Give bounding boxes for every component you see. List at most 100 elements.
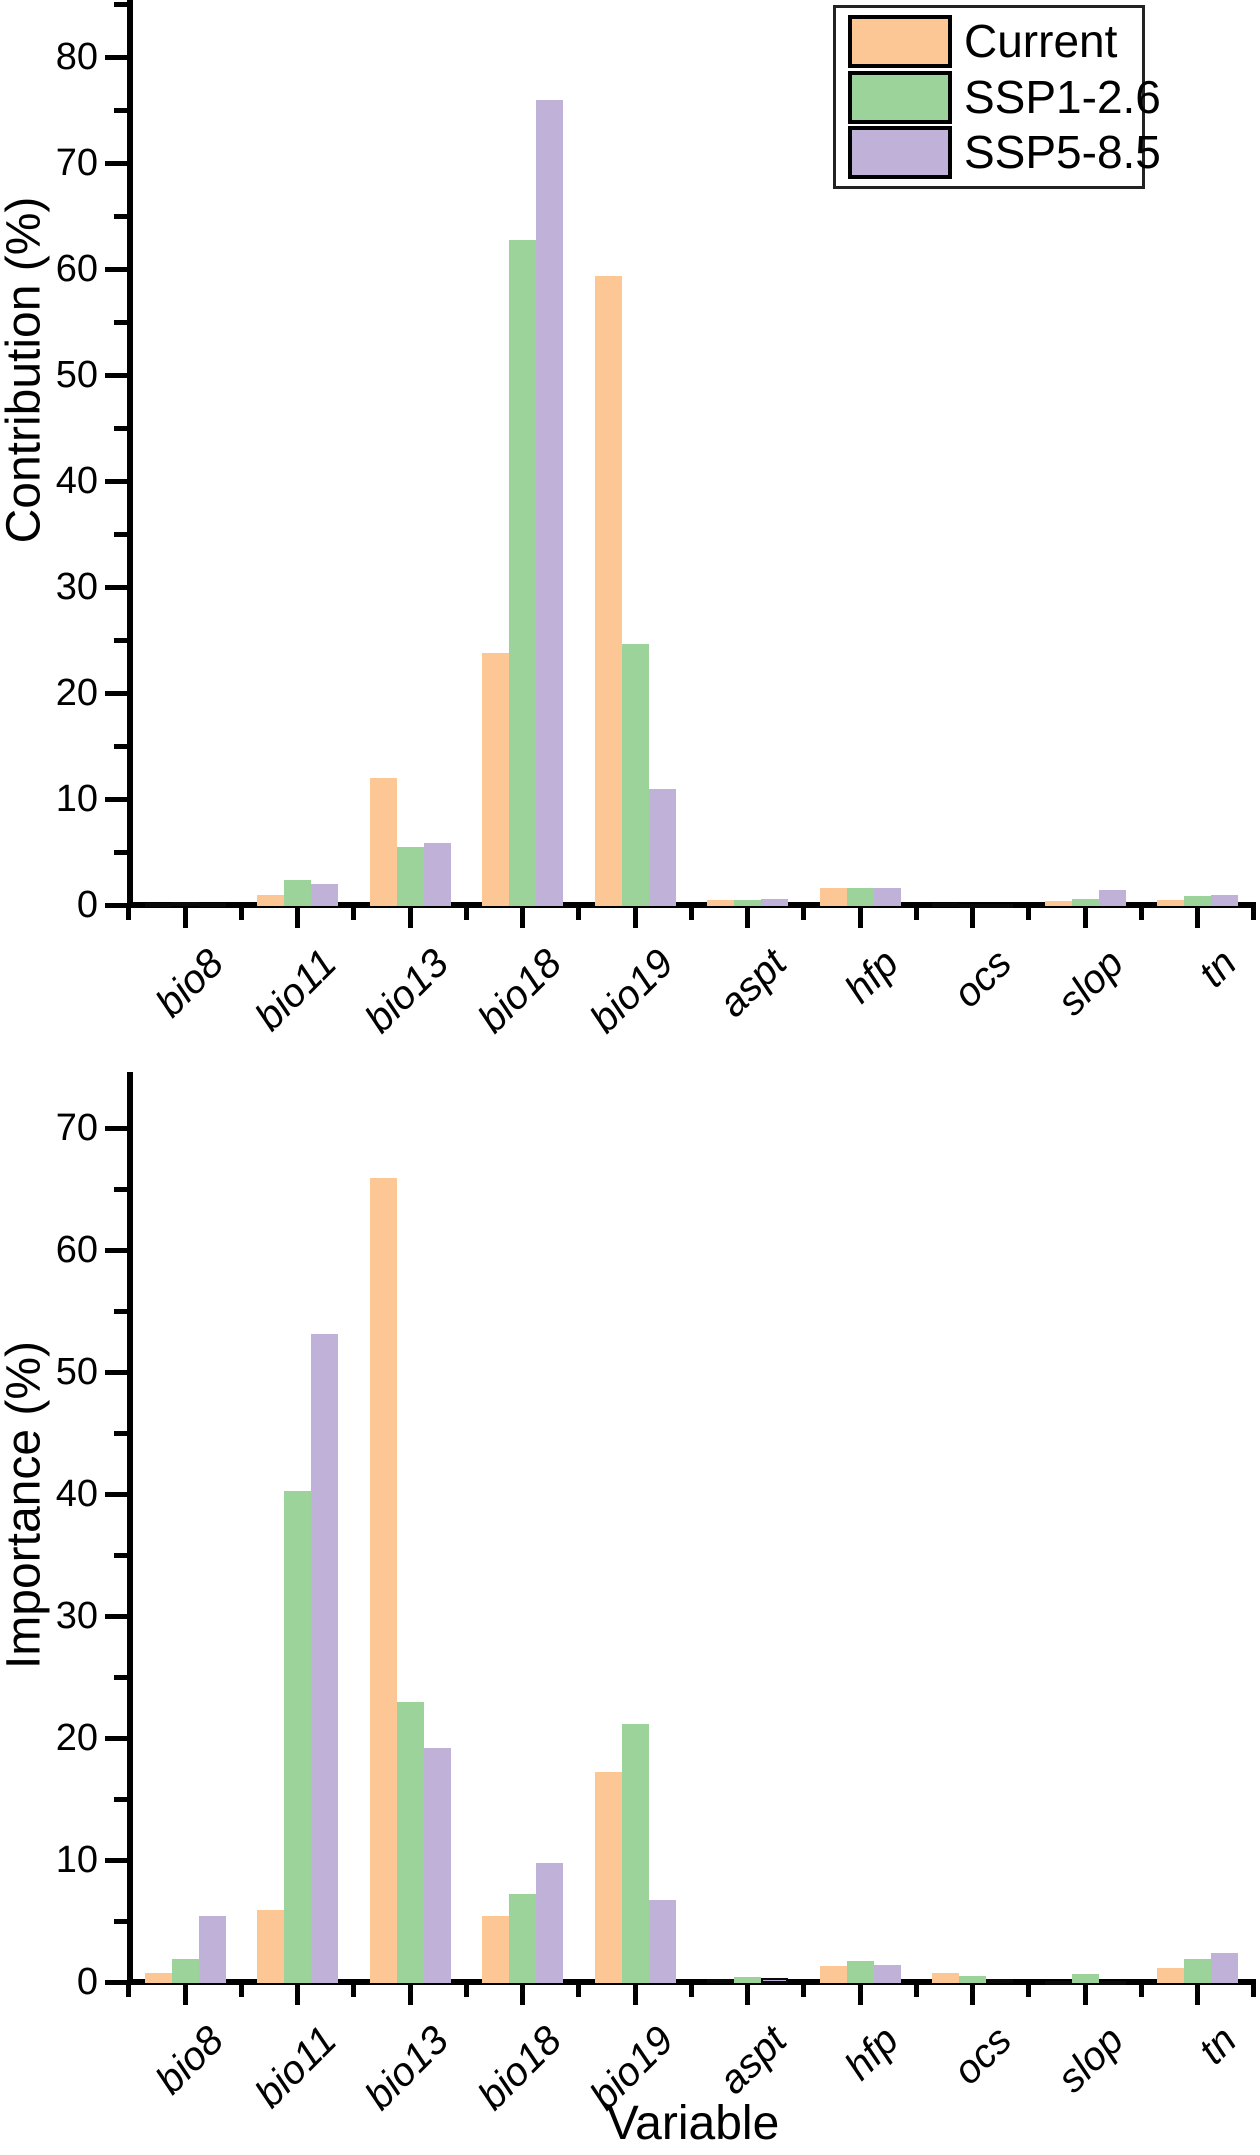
y-tick-label: 30 xyxy=(55,1595,98,1637)
x-axis-line xyxy=(127,1979,1256,1985)
y-major-tick xyxy=(105,160,127,166)
y-major-tick xyxy=(105,266,127,272)
y-minor-tick xyxy=(114,531,127,537)
legend-swatch-ssp1-2.6 xyxy=(848,70,952,124)
bar-top-bio8-ssp1-2.6 xyxy=(171,901,199,906)
y-tick-label: 70 xyxy=(55,142,98,184)
x-minor-tick xyxy=(126,1985,132,1997)
x-minor-tick xyxy=(238,908,244,920)
x-major-tick xyxy=(520,908,525,928)
y-tick-label: 50 xyxy=(55,1351,98,1393)
bar-bottom-bio18-ssp1-2.6 xyxy=(509,1893,536,1983)
x-minor-tick xyxy=(576,1985,582,1997)
bar-top-bio11-ssp1-2.6 xyxy=(284,879,311,906)
bar-top-aspt-ssp5-8.5 xyxy=(761,898,788,906)
legend-label-ssp1-2.6: SSP1-2.6 xyxy=(964,70,1161,123)
x-major-tick xyxy=(745,1985,750,2005)
y-tick-label: 10 xyxy=(55,1839,98,1881)
x-minor-tick xyxy=(126,908,132,920)
bar-bottom-bio19-current xyxy=(594,1771,622,1983)
bar-bottom-aspt-ssp5-8.5 xyxy=(761,1978,788,1983)
y-tick-label: 20 xyxy=(55,1717,98,1759)
bar-bottom-bio18-ssp5-8.5 xyxy=(536,1863,563,1983)
legend-row-ssp1-2.6: SSP1-2.6 xyxy=(848,70,1161,124)
y-major-tick xyxy=(105,372,127,378)
x-minor-tick xyxy=(801,1985,807,1997)
bar-top-slop-current xyxy=(1044,900,1072,906)
y-major-tick xyxy=(105,1613,127,1619)
bar-top-tn-ssp5-8.5 xyxy=(1211,895,1238,906)
x-minor-tick xyxy=(1138,1985,1144,1997)
y-tick-label: 80 xyxy=(55,36,98,78)
y-tick-label: 70 xyxy=(55,1107,98,1149)
x-major-tick xyxy=(1195,908,1200,928)
bar-top-ocs-ssp1-2.6 xyxy=(959,904,986,908)
x-minor-tick xyxy=(688,908,694,920)
y-major-tick xyxy=(105,1369,127,1375)
x-axis-title: Variable xyxy=(606,2097,780,2150)
x-minor-tick xyxy=(351,1985,357,1997)
x-major-tick xyxy=(1195,1985,1200,2005)
bar-bottom-bio11-ssp1-2.6 xyxy=(284,1491,311,1983)
x-minor-tick xyxy=(463,1985,469,1997)
y-minor-tick xyxy=(114,1186,127,1192)
y-tick-label: 60 xyxy=(55,248,98,290)
y-tick-label: 10 xyxy=(55,778,98,820)
x-major-tick xyxy=(407,1985,413,2005)
bar-top-tn-current xyxy=(1157,899,1184,906)
x-minor-tick xyxy=(351,908,357,920)
x-minor-tick xyxy=(463,908,469,920)
bar-bottom-tn-current xyxy=(1157,1968,1184,1983)
bar-bottom-slop-current xyxy=(1044,1981,1072,1985)
y-major-tick xyxy=(105,1979,127,1985)
bar-bottom-bio13-current xyxy=(369,1177,397,1983)
y-major-tick xyxy=(105,690,127,696)
y-minor-tick xyxy=(114,637,127,643)
x-minor-tick xyxy=(1026,1985,1032,1997)
y-major-tick xyxy=(105,1857,127,1863)
bar-top-ocs-current xyxy=(932,902,959,907)
bar-top-bio13-ssp5-8.5 xyxy=(423,843,451,906)
y-tick-label: 30 xyxy=(55,566,98,608)
bar-bottom-bio11-current xyxy=(257,1909,284,1983)
y-tick-label: 0 xyxy=(76,1961,98,2003)
bar-bottom-bio19-ssp1-2.6 xyxy=(621,1724,649,1983)
bar-bottom-bio8-ssp5-8.5 xyxy=(198,1915,226,1983)
bar-top-bio8-current xyxy=(144,902,172,907)
bar-bottom-tn-ssp1-2.6 xyxy=(1184,1958,1211,1983)
bar-bottom-bio19-ssp5-8.5 xyxy=(648,1900,676,1983)
bar-bottom-aspt-current xyxy=(707,1979,734,1984)
bar-bottom-bio11-ssp5-8.5 xyxy=(311,1333,338,1983)
x-minor-tick xyxy=(238,1985,244,1997)
bar-bottom-ocs-ssp5-8.5 xyxy=(986,1979,1013,1984)
x-major-tick xyxy=(857,1985,863,2005)
x-major-tick xyxy=(1082,1985,1088,2005)
bar-top-bio13-current xyxy=(369,777,397,906)
bar-bottom-bio18-current xyxy=(482,1915,509,1983)
y-minor-tick xyxy=(114,1552,127,1558)
x-minor-tick xyxy=(801,908,807,920)
x-major-tick xyxy=(295,908,300,928)
bar-bottom-ocs-ssp1-2.6 xyxy=(959,1975,986,1983)
y-minor-tick xyxy=(114,1308,127,1314)
y-tick-label: 40 xyxy=(55,460,98,502)
x-major-tick xyxy=(632,1985,638,2005)
x-minor-tick xyxy=(688,1985,694,1997)
legend-swatch-ssp5-8.5 xyxy=(848,126,952,179)
legend-row-ssp5-8.5: SSP5-8.5 xyxy=(848,126,1161,179)
y-tick-label: 50 xyxy=(55,354,98,396)
y-minor-tick xyxy=(114,849,127,855)
bar-top-bio19-current xyxy=(594,276,622,906)
y-minor-tick xyxy=(114,213,127,219)
y-major-tick xyxy=(105,1735,127,1741)
y-tick-label: 20 xyxy=(55,672,98,714)
x-major-tick xyxy=(632,908,638,928)
y-minor-tick xyxy=(114,107,127,113)
x-axis-line xyxy=(127,902,1256,908)
y-major-tick xyxy=(105,902,127,908)
y-tick-label: 0 xyxy=(76,884,98,926)
y-minor-tick xyxy=(114,1796,127,1802)
y-minor-tick xyxy=(114,425,127,431)
bar-top-aspt-current xyxy=(707,899,734,906)
